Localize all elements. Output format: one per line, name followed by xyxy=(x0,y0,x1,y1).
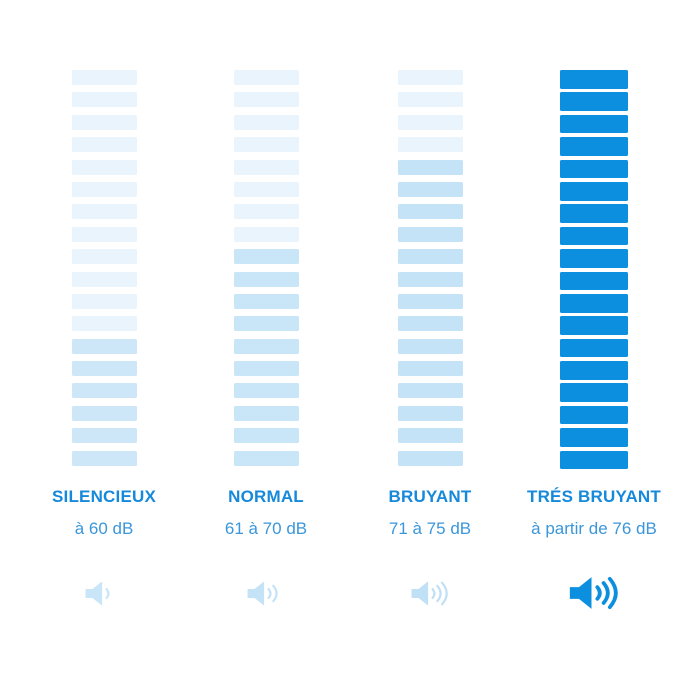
meter-bar xyxy=(397,204,463,220)
speaker-low-icon xyxy=(22,572,186,614)
meter-bar xyxy=(397,226,463,242)
meter-bar xyxy=(71,92,137,108)
meter-bar xyxy=(71,405,137,421)
meter-bar xyxy=(233,361,299,377)
meter-bar xyxy=(233,450,299,466)
meter-bar xyxy=(71,159,137,175)
meter-bar xyxy=(233,405,299,421)
column-normal: NORMAL 61 à 70 dB xyxy=(184,0,348,700)
meter-bar xyxy=(233,428,299,444)
level-title: SILENCIEUX xyxy=(51,487,157,506)
meter-bar xyxy=(397,137,463,153)
meter-bar xyxy=(71,137,137,153)
meter-bar xyxy=(71,293,137,309)
meter-bar xyxy=(233,293,299,309)
meter-bar xyxy=(560,361,628,380)
meter-bar xyxy=(560,316,628,335)
meter-bar xyxy=(560,137,628,156)
meter-bar xyxy=(397,249,463,265)
meter-bar xyxy=(397,181,463,197)
meter-bar xyxy=(397,70,463,85)
meter-bar xyxy=(560,114,628,134)
meter-bar xyxy=(560,293,628,313)
meter-bar xyxy=(233,271,299,287)
meter-bar xyxy=(397,293,463,309)
meter-bar xyxy=(560,159,628,179)
level-meter-bruyant xyxy=(348,70,512,473)
meter-bar xyxy=(233,92,299,108)
meter-bar xyxy=(233,137,299,153)
meter-bar xyxy=(71,70,137,85)
meter-bar xyxy=(233,70,299,85)
meter-bar xyxy=(71,181,137,197)
meter-bar xyxy=(71,361,137,377)
meter-bar xyxy=(71,316,137,332)
meter-bar xyxy=(397,159,463,175)
meter-bar xyxy=(560,92,628,111)
column-bruyant: BRUYANT 71 à 75 dB xyxy=(348,0,512,700)
meter-bar xyxy=(560,70,628,89)
level-title: TRÉS BRUYANT xyxy=(526,487,661,506)
meter-bar xyxy=(397,405,463,421)
meter-bar xyxy=(233,204,299,220)
meter-bar xyxy=(397,361,463,377)
level-meter-silencieux xyxy=(22,70,186,473)
meter-bar xyxy=(71,226,137,242)
meter-bar xyxy=(233,338,299,354)
meter-bar xyxy=(560,338,628,358)
meter-bar xyxy=(71,338,137,354)
level-title: BRUYANT xyxy=(388,487,472,506)
meter-bar xyxy=(71,249,137,265)
meter-bar xyxy=(71,114,137,130)
level-meter-tres-bruyant xyxy=(512,70,676,473)
meter-bar xyxy=(233,383,299,399)
meter-bar xyxy=(560,428,628,447)
meter-bar xyxy=(71,428,137,444)
meter-bar xyxy=(233,114,299,130)
meter-bar xyxy=(560,450,628,470)
meter-bar xyxy=(560,249,628,268)
meter-bar xyxy=(233,316,299,332)
meter-bar xyxy=(560,226,628,246)
level-range: 61 à 70 dB xyxy=(224,519,308,538)
level-range: à 60 dB xyxy=(74,519,134,538)
meter-bar xyxy=(71,271,137,287)
column-tres-bruyant: TRÉS BRUYANT à partir de 76 dB xyxy=(512,0,676,700)
meter-bar xyxy=(397,338,463,354)
meter-bar xyxy=(560,383,628,403)
level-meter-normal xyxy=(184,70,348,473)
meter-bar xyxy=(560,181,628,201)
meter-bar xyxy=(71,383,137,399)
meter-bar xyxy=(560,271,628,291)
meter-bar xyxy=(71,204,137,220)
meter-bar xyxy=(397,92,463,108)
meter-bar xyxy=(233,226,299,242)
meter-bar xyxy=(397,316,463,332)
meter-bar xyxy=(560,204,628,223)
meter-bar xyxy=(397,383,463,399)
meter-bar xyxy=(233,159,299,175)
meter-bar xyxy=(397,114,463,130)
column-silencieux: SILENCIEUX à 60 dB xyxy=(22,0,186,700)
meter-bar xyxy=(560,405,628,425)
level-range: 71 à 75 dB xyxy=(388,519,472,538)
meter-bar xyxy=(397,428,463,444)
meter-bar xyxy=(233,181,299,197)
meter-bar xyxy=(397,450,463,466)
speaker-max-icon xyxy=(512,572,676,614)
level-range: à partir de 76 dB xyxy=(531,519,657,538)
level-title: NORMAL xyxy=(228,487,304,506)
speaker-loud-icon xyxy=(348,572,512,614)
meter-bar xyxy=(71,450,137,466)
meter-bar xyxy=(397,271,463,287)
meter-bar xyxy=(233,249,299,265)
speaker-medium-icon xyxy=(184,572,348,614)
